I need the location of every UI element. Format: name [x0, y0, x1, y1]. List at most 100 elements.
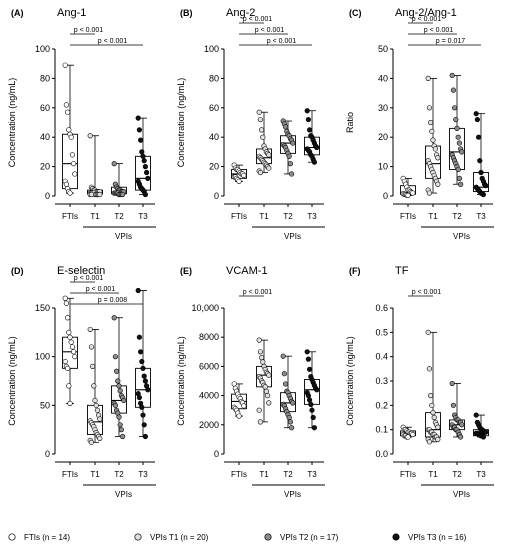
data-point: [304, 349, 310, 355]
data-point: [111, 315, 117, 321]
x-tick-label: FTIs: [400, 212, 416, 221]
data-point: [473, 412, 479, 418]
data-point: [94, 407, 100, 413]
y-tick-label: 50: [378, 44, 388, 54]
box-ftis: [231, 162, 247, 184]
data-point: [453, 116, 459, 123]
box-t1: [425, 75, 441, 196]
box-t2: [449, 380, 465, 440]
data-point: [266, 400, 272, 406]
panel-title: Ang-2/Ang-1: [395, 7, 457, 19]
group-label: VPIs: [115, 232, 132, 241]
box-ftis: [62, 62, 78, 196]
data-point: [141, 158, 147, 164]
data-point: [241, 172, 247, 179]
data-point: [435, 155, 441, 161]
data-point: [452, 105, 458, 111]
legend-label: FTIs (n = 14): [24, 533, 70, 542]
panel-b: (B) Ang-2 0 20 40 60 80 100 Concentration (ng/mL…: [176, 7, 325, 241]
data-point: [283, 381, 289, 387]
box-t1: [425, 329, 441, 445]
legend-item: VPIs T3 (n = 16): [392, 533, 467, 542]
data-point: [260, 134, 266, 140]
x-tick-label: T2: [452, 470, 462, 479]
y-tick-label: 0.0: [375, 449, 388, 459]
panel-a: (A) Ang-1 0 20 40 60 80 100 Concentration (ng/mL…: [7, 7, 156, 241]
data-point: [69, 344, 75, 350]
data-point: [145, 175, 151, 181]
x-tick-label: T1: [259, 470, 269, 479]
data-point: [280, 353, 286, 359]
data-point: [483, 183, 489, 189]
significance-label: p < 0.001: [424, 27, 453, 34]
data-point: [116, 383, 122, 389]
data-point: [290, 140, 296, 146]
x-tick-label: T2: [283, 212, 293, 221]
y-tick-label: 0: [45, 191, 50, 201]
data-point: [290, 400, 296, 406]
data-point: [480, 191, 487, 198]
data-point: [432, 146, 439, 152]
data-point: [64, 365, 71, 371]
data-point: [425, 329, 431, 335]
data-point: [314, 387, 320, 393]
data-point: [142, 378, 148, 384]
x-tick-label: T2: [114, 212, 124, 221]
data-point: [140, 153, 146, 159]
significance-label: p = 0.017: [436, 38, 465, 45]
data-point: [304, 108, 310, 114]
y-tick-label: 100: [204, 44, 219, 54]
data-point: [66, 329, 72, 335]
data-point: [116, 414, 122, 420]
panel-label: (C): [349, 8, 362, 18]
data-point: [141, 373, 147, 379]
data-point: [115, 378, 121, 384]
data-point: [67, 400, 73, 406]
data-point: [144, 169, 150, 176]
x-tick-label: FTIs: [231, 470, 247, 479]
data-point: [113, 368, 120, 374]
data-point: [305, 356, 312, 362]
data-point: [256, 337, 262, 343]
y-tick-label: 4000: [199, 391, 219, 401]
x-tick-label: T1: [90, 470, 100, 479]
data-point: [142, 191, 148, 198]
data-point: [473, 111, 479, 117]
significance-label: p < 0.001: [412, 16, 441, 23]
data-point: [430, 410, 436, 416]
data-point: [66, 383, 72, 389]
y-tick-label: 40: [209, 132, 219, 142]
box-t3: [304, 349, 320, 431]
legend-label: VPIs T1 (n = 20): [150, 533, 209, 542]
data-point: [425, 75, 431, 81]
data-point: [455, 166, 461, 173]
y-tick-label: 0: [214, 449, 219, 459]
data-point: [72, 171, 78, 177]
box-t1: [87, 326, 103, 445]
data-point: [314, 144, 320, 151]
data-point: [62, 358, 68, 365]
group-label: VPIs: [453, 232, 470, 241]
data-point: [62, 62, 68, 68]
data-point: [456, 175, 463, 181]
y-tick-label: 6000: [199, 361, 219, 371]
x-tick-label: T2: [114, 470, 124, 479]
data-point: [68, 134, 74, 140]
x-tick-label: T3: [138, 470, 148, 479]
data-point: [483, 429, 489, 435]
group-label: VPIs: [284, 490, 301, 499]
data-point: [429, 128, 435, 134]
y-tick-label: 2000: [199, 420, 219, 430]
y-tick-label: 60: [209, 103, 219, 113]
data-point: [309, 407, 315, 413]
data-point: [455, 134, 461, 140]
significance-label: p < 0.001: [74, 275, 103, 282]
x-tick-label: T3: [138, 212, 148, 221]
data-point: [260, 359, 266, 365]
panel-c: (C) Ang-2/Ang-1 0 10 20 30 40 50 Ratio FTIs T1 T2 T3…: [345, 7, 494, 241]
box-t3: [304, 108, 320, 165]
data-point: [405, 192, 411, 199]
y-tick-label: 10,000: [191, 303, 219, 313]
panel-label: (A): [11, 8, 24, 18]
panel-f: (F) TF 0.0 0.1 0.2 0.3 0.4 0.5 0.6 Concentration …: [345, 265, 494, 499]
